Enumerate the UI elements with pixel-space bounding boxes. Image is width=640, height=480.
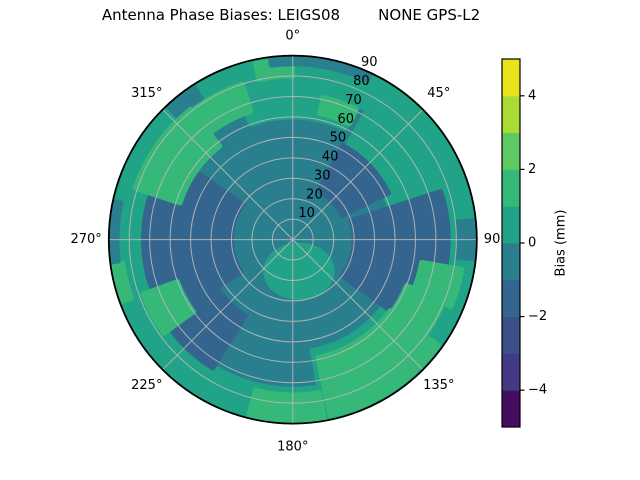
angular-tick-label: 90 <box>484 232 501 247</box>
colorbar-band <box>502 390 520 428</box>
contour-region <box>410 259 465 310</box>
grid-spoke <box>292 239 424 371</box>
colorbar-band <box>502 95 520 134</box>
plot-outline <box>107 54 478 425</box>
colorbar-band <box>502 316 520 354</box>
grid-spoke <box>162 239 294 371</box>
radial-tick-label: 70 <box>345 93 362 108</box>
contour-region <box>246 387 327 424</box>
colorbar-band <box>502 353 520 391</box>
angular-tick-label: 315° <box>131 86 162 101</box>
colorbar-tick-label: −4 <box>528 383 547 398</box>
colorbar-tick-label: 2 <box>528 162 536 177</box>
angular-tick-label: 0° <box>285 29 300 44</box>
polar-grid <box>108 55 477 424</box>
colorbar-band <box>502 243 520 281</box>
contour-region <box>316 143 391 218</box>
contour-region <box>263 242 335 300</box>
angular-tick-label: 180° <box>277 440 308 455</box>
colorbar-tick-label: 4 <box>528 88 536 103</box>
grid-spoke <box>162 109 294 240</box>
radial-tick-label: 80 <box>353 74 370 89</box>
colorbar: 4 2 0 −2 −4 Bias (mm) <box>501 58 569 428</box>
angular-tick-label: 45° <box>427 86 450 101</box>
colorbar-tick-label: −2 <box>528 309 547 324</box>
colorbar-band <box>502 132 520 170</box>
colorbar-label: Bias (mm) <box>554 210 569 277</box>
radial-tick-label: 90 <box>361 55 378 70</box>
angular-tick-label: 270° <box>70 232 101 247</box>
radial-tick-label: 20 <box>306 187 323 202</box>
radial-tick-label: 60 <box>337 112 354 127</box>
colorbar-band <box>502 279 520 318</box>
contour-region <box>315 308 441 419</box>
chart-title: Antenna Phase Biases: LEIGS08 NONE GPS-L… <box>101 6 481 24</box>
radial-tick-label: 40 <box>322 150 339 165</box>
radial-tick-label: 50 <box>330 131 347 146</box>
contour-region <box>317 95 359 127</box>
angular-tick-label: 225° <box>131 378 162 393</box>
colorbar-band <box>502 206 520 244</box>
colorbar-tick-label: 0 <box>528 236 536 251</box>
radial-tick-label: 10 <box>298 206 315 221</box>
radial-tick-label: 30 <box>314 168 331 183</box>
colorbar-band <box>502 59 520 97</box>
grid-spoke <box>292 109 424 240</box>
angular-tick-label: 135° <box>423 378 454 393</box>
colorbar-band <box>502 169 520 207</box>
